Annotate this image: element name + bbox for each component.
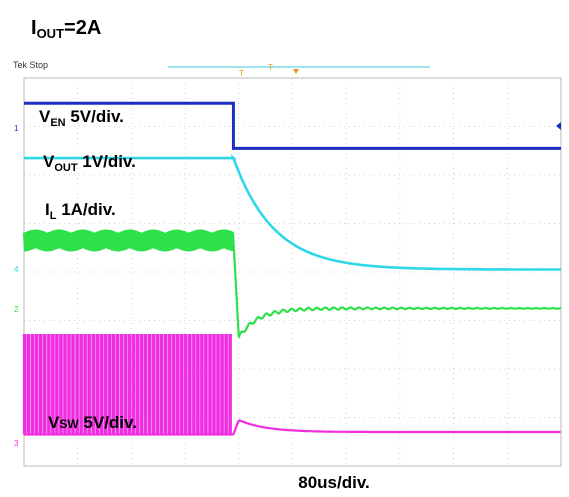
chart-title: IOUT=2A xyxy=(31,17,101,41)
waveform-traces xyxy=(22,101,562,436)
title-sub: OUT xyxy=(37,26,65,41)
trace-vout xyxy=(24,153,561,271)
trace-vsw xyxy=(22,333,561,436)
trace-il xyxy=(22,229,562,338)
ch1-right-marker-icon xyxy=(556,122,561,130)
label-il: IL 1A/div. xyxy=(45,200,116,222)
channel-marker-2: 2 xyxy=(14,305,19,314)
scope-status: Tek Stop xyxy=(13,60,48,70)
label-ven: VEN 5V/div. xyxy=(39,107,124,129)
trigger-position-icon xyxy=(293,69,299,74)
trace-ven xyxy=(24,101,561,150)
channel-marker-3: 3 xyxy=(14,439,19,448)
trigger-marker-2: T xyxy=(268,63,273,72)
label-vout: VOUT 1V/div. xyxy=(43,152,136,174)
x-axis-label: 80us/div. xyxy=(298,473,370,492)
trigger-marker: T xyxy=(239,69,244,78)
title-main: I xyxy=(31,17,37,39)
channel-marker-1: 1 xyxy=(14,124,19,133)
title-rest: =2A xyxy=(64,17,101,39)
label-vsw: VSW 5V/div. xyxy=(48,413,137,432)
channel-marker-4: 4 xyxy=(14,265,19,274)
